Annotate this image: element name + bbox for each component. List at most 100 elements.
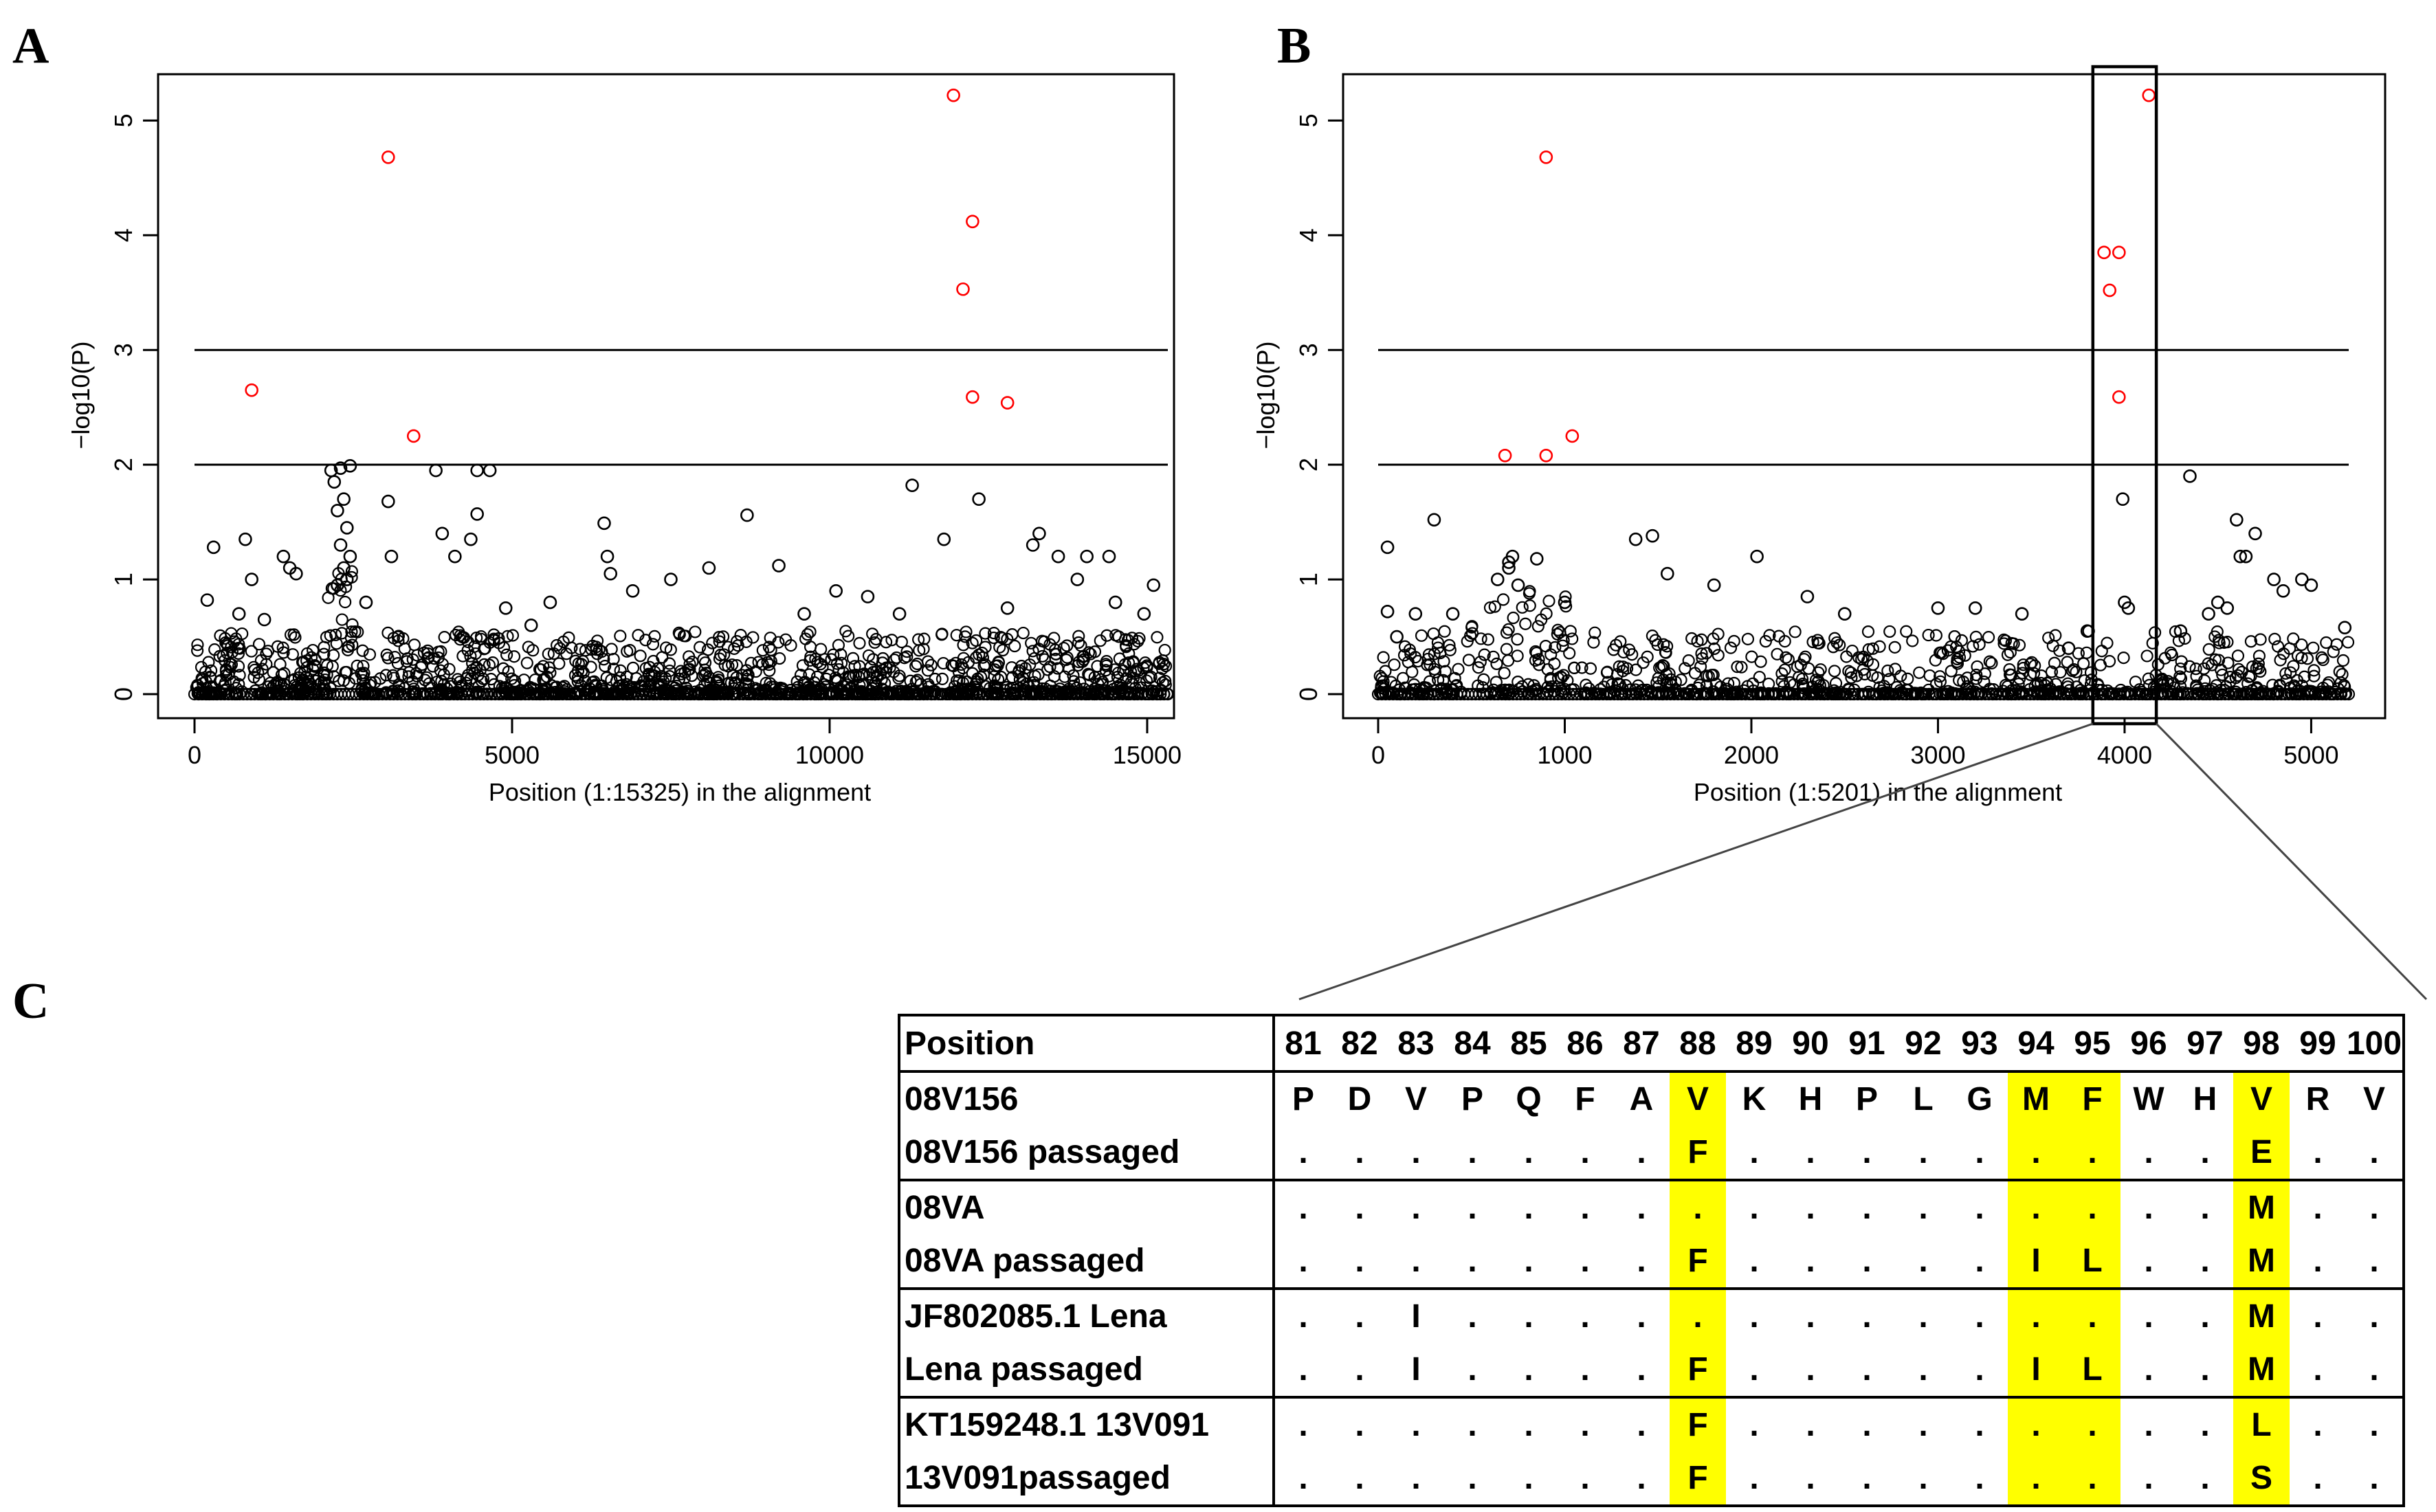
data-point [1017,676,1030,689]
data-point [420,671,433,684]
data-point [199,665,212,678]
residue-cell: . [1951,1234,2008,1290]
y-tick-label: 3 [109,343,137,357]
data-point [1016,671,1030,685]
residue-cell: I [2008,1343,2064,1399]
data-point [694,641,707,654]
data-point [1852,651,1865,664]
residue-cell: . [1975,1190,1984,1226]
data-point [333,461,348,475]
x-axis-label: Position (1:15325) in the alignment [489,778,871,806]
data-point [1861,625,1875,638]
residue-cell: . [1749,1407,1759,1443]
sequence-label: Lena passaged [898,1343,1275,1399]
data-point [804,654,817,667]
data-point [461,644,474,657]
residue-cell: . [1782,1343,1839,1399]
plot-frame [157,73,1175,720]
alignment-row: JF802085.1 Lena.. I.............. M.. [898,1289,2405,1343]
residue-cell: M [2233,1343,2290,1399]
data-point [1558,595,1572,610]
data-point [689,625,702,638]
data-point [1840,650,1853,663]
data-point [1551,623,1564,636]
x-tick-label: 10000 [795,741,864,769]
data-point [1685,632,1698,645]
data-point [277,646,290,659]
data-point [2246,660,2259,674]
data-point [1688,667,1702,680]
data-point [977,659,990,673]
data-point [1982,631,1995,644]
data-point [1147,578,1161,592]
data-point [1812,675,1825,688]
data-point [803,668,816,681]
residue-cell: . [2121,1343,2177,1399]
data-point [2049,629,2062,642]
data-point [1623,643,1636,656]
data-point [2053,644,2066,657]
data-point [2140,649,2153,663]
data-point [2252,649,2266,663]
data-point [2233,549,2248,564]
data-point [1628,532,1643,546]
data-point [573,643,586,656]
data-point [2084,666,2098,679]
alignment-row: 13V091passaged....... F......... S.. [898,1452,2405,1507]
data-point [1434,646,1447,660]
y-tick-label: 4 [1294,228,1322,242]
residue-cell: D [1347,1081,1372,1118]
data-point [2094,658,2107,671]
series-other [1380,469,2352,656]
data-point [827,648,840,661]
data-point [1955,634,1969,647]
residue-cell: . [1862,1190,1872,1226]
alignment-row: 08VA................. M.. [898,1180,2405,1234]
data-point [2202,607,2215,621]
data-point [625,583,640,598]
data-point [843,671,856,685]
residue-cell: . [2200,1407,2210,1443]
data-point [952,665,966,678]
data-point [1609,638,1623,652]
significant-point [2112,245,2126,260]
data-point [853,636,866,650]
data-point [454,681,467,694]
x-tick-label: 2000 [1724,741,1779,769]
data-point [1985,656,1998,670]
data-point [1452,663,1465,676]
data-point [540,670,553,683]
residue-cell: . [1468,1298,1477,1335]
data-point [1936,647,1949,660]
data-point [597,653,610,666]
data-point [1523,599,1536,612]
data-point [1727,634,1740,648]
residue-cell: . [1501,1234,1557,1290]
data-point [289,566,303,581]
residue-cell: H [1798,1081,1823,1118]
data-point [1000,601,1015,615]
data-point [2174,662,2187,676]
data-point [764,643,777,656]
data-point [1057,641,1070,655]
data-point [2287,660,2300,673]
data-point [1406,665,1419,678]
data-point [1997,633,2011,646]
data-point [478,658,491,671]
residue-cell: . [2144,1190,2153,1226]
data-point [205,664,218,677]
data-point [1614,635,1627,648]
x-tick-label: 4000 [2097,741,2152,769]
data-point [2307,669,2321,682]
data-point [448,549,462,564]
data-point [2244,635,2258,648]
data-point [454,633,467,646]
data-point [1421,652,1435,666]
residue-cell: E [2233,1126,2290,1181]
data-point [909,660,922,673]
data-point [590,641,603,654]
residue-cell: . [1975,1298,1984,1335]
data-point [2048,656,2061,669]
data-point [1122,647,1136,660]
data-point [2336,654,2350,667]
